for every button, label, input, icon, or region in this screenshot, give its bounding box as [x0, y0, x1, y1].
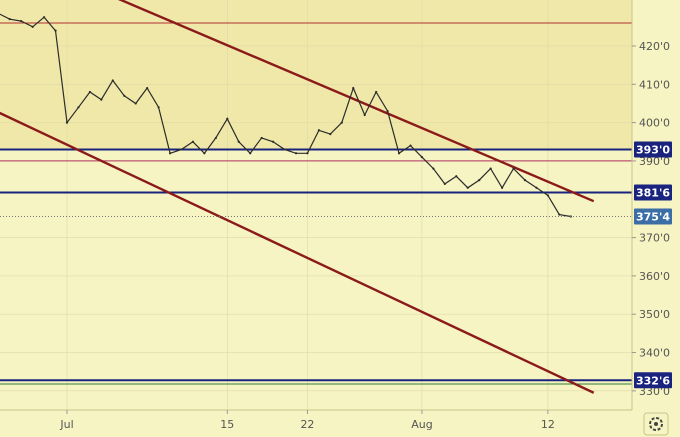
price-point — [111, 79, 114, 82]
price-point — [146, 87, 149, 90]
shaded-zone — [0, 0, 632, 150]
price-point — [237, 140, 240, 143]
y-tick-label: 340'0 — [639, 347, 670, 360]
price-point — [43, 16, 46, 19]
price-point — [432, 167, 435, 170]
price-point — [352, 87, 355, 90]
price-point — [191, 140, 195, 143]
price-point — [535, 186, 538, 189]
y-tick-label: 390'0 — [639, 155, 670, 168]
bottom-axis-panel — [0, 410, 632, 437]
price-point — [375, 90, 378, 94]
price-point — [272, 140, 275, 143]
x-axis-ticks: Jul 15 22 Aug 12 — [59, 410, 555, 431]
price-point — [306, 152, 309, 155]
price-point — [168, 152, 172, 155]
settings-gear-button[interactable] — [643, 412, 669, 436]
horizontal-levels — [0, 22, 632, 385]
price-point — [420, 156, 424, 159]
price-point — [317, 129, 320, 132]
price-badge — [634, 184, 672, 201]
settings-gear-icon-center — [654, 422, 658, 426]
price-point — [501, 186, 504, 189]
y-tick-label: 360'0 — [639, 270, 670, 283]
price-point — [409, 144, 412, 147]
price-badge — [634, 141, 672, 158]
price-badge-label: 332'6 — [636, 374, 670, 387]
x-tick-label: Jul — [59, 418, 73, 431]
price-point — [558, 213, 561, 216]
price-point — [260, 136, 263, 140]
price-point — [523, 178, 527, 182]
price-point — [397, 152, 401, 155]
price-badges: 393'0 381'6 332'6 375'4 — [634, 141, 672, 389]
price-point — [455, 175, 458, 178]
price-point — [88, 90, 91, 94]
price-point — [283, 148, 286, 151]
price-badge-label: 381'6 — [636, 187, 670, 200]
price-point — [157, 106, 160, 109]
price-point — [294, 152, 298, 155]
price-badge-label: 375'4 — [636, 210, 670, 223]
price-point — [478, 178, 481, 182]
price-point — [65, 121, 69, 124]
y-tick-label: 420'0 — [639, 40, 670, 53]
price-series — [0, 13, 572, 218]
price-point — [226, 117, 229, 120]
price-point — [8, 18, 11, 21]
price-point — [443, 182, 446, 186]
price-point — [31, 25, 34, 28]
price-point — [180, 148, 183, 151]
trend-line — [0, 111, 595, 394]
x-tick-label: 15 — [220, 418, 234, 431]
price-point — [512, 167, 515, 170]
price-point — [214, 136, 217, 140]
x-tick-label: Aug — [411, 418, 432, 431]
y-tick-label: 350'0 — [639, 308, 670, 321]
settings-gear-icon[interactable] — [649, 417, 663, 431]
price-point — [134, 102, 137, 105]
price-point — [249, 152, 252, 155]
x-tick-label: 12 — [541, 418, 555, 431]
price-point — [546, 194, 550, 197]
price-badge — [634, 372, 672, 389]
price-point — [20, 19, 23, 23]
price-point — [466, 186, 469, 189]
price-point — [100, 98, 103, 101]
trend-lines — [0, 0, 595, 394]
price-point — [340, 121, 343, 124]
price-point — [329, 133, 332, 136]
price-point — [77, 106, 80, 109]
price-point — [489, 167, 492, 170]
trend-line — [117, 0, 595, 203]
y-tick-label: 370'0 — [639, 232, 670, 245]
price-point — [203, 152, 206, 155]
price-line — [0, 13, 571, 218]
price-point — [386, 110, 389, 113]
y-tick-label: 410'0 — [639, 78, 670, 91]
price-point — [363, 113, 366, 117]
price-point — [54, 29, 57, 32]
price-badge — [634, 208, 672, 225]
x-tick-label: 22 — [300, 418, 314, 431]
price-point — [123, 94, 126, 97]
y-tick-label: 400'0 — [639, 117, 670, 130]
grid-lines — [0, 0, 632, 410]
price-badge-label: 393'0 — [636, 143, 670, 156]
